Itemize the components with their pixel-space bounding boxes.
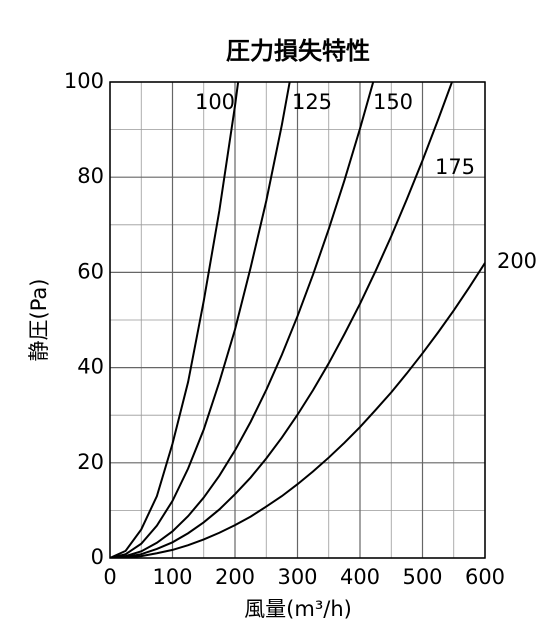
series-label: 150 — [373, 90, 413, 114]
y-tick-label: 60 — [77, 259, 104, 283]
series-label: 200 — [497, 249, 537, 273]
chart-title: 圧力損失特性 — [226, 37, 370, 65]
series-label: 100 — [195, 90, 235, 114]
y-tick-label: 100 — [64, 69, 104, 93]
y-axis-label: 静圧(Pa) — [27, 279, 51, 362]
x-tick-label: 400 — [340, 565, 380, 589]
x-axis-label: 風量(m³/h) — [244, 597, 352, 621]
series-label: 175 — [435, 155, 475, 179]
y-tick-label: 20 — [77, 450, 104, 474]
series-line — [110, 82, 291, 558]
x-tick-label: 100 — [152, 565, 192, 589]
series-line — [110, 82, 240, 558]
y-tick-label: 40 — [77, 355, 104, 379]
series-line — [110, 82, 454, 558]
x-tick-label: 0 — [103, 565, 116, 589]
series-line — [110, 262, 485, 558]
series-line — [110, 82, 375, 558]
y-tick-label: 80 — [77, 164, 104, 188]
x-tick-label: 500 — [402, 565, 442, 589]
plot-frame — [109, 81, 486, 559]
x-tick-label: 200 — [215, 565, 255, 589]
y-tick-label: 0 — [91, 545, 104, 569]
x-tick-label: 300 — [277, 565, 317, 589]
series-label: 125 — [292, 90, 332, 114]
x-tick-label: 600 — [465, 565, 505, 589]
